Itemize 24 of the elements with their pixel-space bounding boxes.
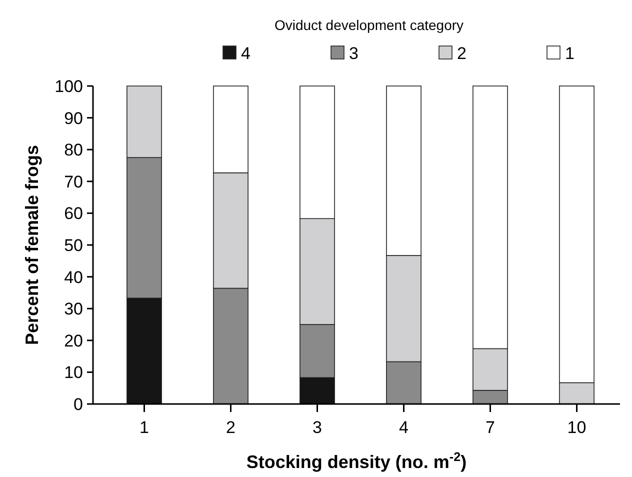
y-axis-title: Percent of female frogs — [22, 144, 42, 346]
x-tick-label: 10 — [567, 418, 586, 437]
y-tick-label: 20 — [64, 331, 83, 350]
legend-label: 1 — [565, 44, 574, 63]
x-tick-label: 3 — [312, 418, 322, 437]
x-tick-label: 7 — [486, 418, 495, 437]
legend-label: 3 — [349, 44, 358, 63]
y-tick-label: 90 — [64, 108, 83, 128]
legend-label: 4 — [241, 44, 250, 63]
y-tick-label: 30 — [64, 300, 83, 319]
y-tick-label: 50 — [64, 236, 83, 255]
y-tick-label: 100 — [54, 76, 83, 96]
x-tick-label: 2 — [226, 418, 236, 437]
y-tick-label: 10 — [64, 363, 83, 382]
y-tick-label: 40 — [64, 268, 83, 287]
y-tick-label: 80 — [64, 140, 83, 160]
legend-label: 2 — [457, 44, 466, 63]
y-tick-label: 0 — [74, 394, 83, 414]
y-tick-label: 60 — [64, 204, 83, 224]
x-axis-title: Stocking density (no. m$^{-2}$) — [246, 450, 467, 472]
x-tick-label: 1 — [140, 418, 149, 437]
y-tick-label: 70 — [64, 172, 83, 192]
x-tick-label: 4 — [399, 418, 408, 437]
legend-title: Oviduct development category — [274, 17, 464, 33]
